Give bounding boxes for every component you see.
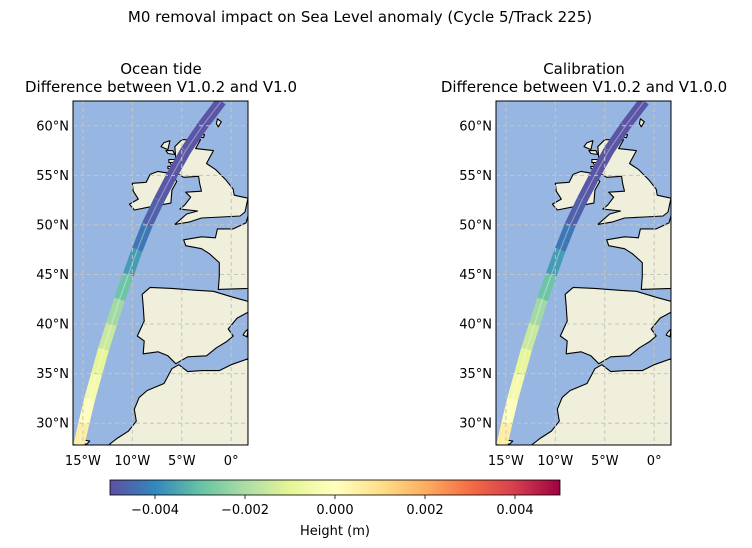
track-segment xyxy=(521,322,540,351)
lon-tick-label: 15°W xyxy=(488,454,524,469)
track-segment xyxy=(514,347,532,376)
track-segment xyxy=(198,101,226,130)
track-segment xyxy=(84,372,103,400)
track-segment xyxy=(577,172,600,203)
colorbar-tick-label: −0.004 xyxy=(131,503,179,518)
track-segment xyxy=(181,122,208,154)
colorbar-tick-label: 0.002 xyxy=(406,503,443,518)
land-mallorca xyxy=(242,328,248,338)
track-nadir-gap xyxy=(78,101,222,445)
lat-tick-label: 40°N xyxy=(36,318,69,333)
map-content xyxy=(484,101,671,445)
map-content xyxy=(61,101,248,445)
track-segment xyxy=(529,297,548,326)
land-shetland xyxy=(215,118,222,128)
track-segment xyxy=(154,172,177,203)
lat-tick-label: 30°N xyxy=(36,417,69,432)
lat-tick-label: 35°N xyxy=(459,367,492,382)
lat-tick-label: 35°N xyxy=(36,367,69,382)
track-segment xyxy=(78,397,96,425)
map-frame xyxy=(495,100,672,446)
track-segment xyxy=(565,197,587,228)
lat-tick-label: 40°N xyxy=(459,318,492,333)
track-segment xyxy=(501,397,519,425)
map-panel-calibration: Calibration Difference between V1.0.2 an… xyxy=(441,60,727,469)
lat-tick-label: 60°N xyxy=(36,119,69,134)
track-nadir-gap xyxy=(501,101,645,445)
panel-title-line2: Difference between V1.0.2 and V1.0.0 xyxy=(441,78,727,96)
land-madeira xyxy=(484,395,489,397)
track-segment xyxy=(507,372,526,400)
land-shetland xyxy=(638,118,645,128)
lat-tick-label: 45°N xyxy=(459,268,492,283)
colorbar: −0.004 −0.002 0.000 0.002 0.004 Height (m) xyxy=(109,479,561,539)
lat-tick-label: 45°N xyxy=(36,268,69,283)
lat-tick-label: 50°N xyxy=(459,218,492,233)
lon-tick-label: 5°W xyxy=(168,454,196,469)
track-segment xyxy=(537,272,557,302)
figure-title: M0 removal impact on Sea Level anomaly (… xyxy=(128,8,592,26)
track-segment xyxy=(114,272,134,302)
lat-tick-label: 55°N xyxy=(36,169,69,184)
colorbar-label: Height (m) xyxy=(300,524,370,539)
track-segment xyxy=(91,347,109,376)
track-segment xyxy=(604,122,631,154)
lon-tick-label: 5°W xyxy=(591,454,619,469)
colorbar-tick-label: −0.002 xyxy=(221,503,269,518)
track-segment xyxy=(621,101,649,130)
track-segment xyxy=(167,147,191,179)
land-lewis xyxy=(583,140,594,151)
track-segment xyxy=(555,222,576,252)
land-skye xyxy=(588,150,599,156)
panel-title-line1: Calibration xyxy=(543,60,625,78)
lon-tick-label: 0° xyxy=(224,454,239,469)
colorbar-gradient xyxy=(109,479,561,496)
lon-tick-label: 10°W xyxy=(114,454,150,469)
land-iberia xyxy=(136,286,248,365)
land-iberia xyxy=(559,286,671,365)
lat-tick-label: 30°N xyxy=(459,417,492,432)
panel-title-line2: Difference between V1.0.2 and V1.0 xyxy=(25,78,297,96)
track-segment xyxy=(142,197,164,228)
lon-tick-label: 0° xyxy=(647,454,662,469)
lat-tick-label: 50°N xyxy=(36,218,69,233)
lat-tick-label: 55°N xyxy=(459,169,492,184)
lon-tick-label: 15°W xyxy=(65,454,101,469)
lon-tick-label: 10°W xyxy=(537,454,573,469)
land-mallorca xyxy=(665,328,671,338)
track-segment xyxy=(590,147,614,179)
colorbar-tick-label: 0.004 xyxy=(496,503,533,518)
colorbar-tick-label: 0.000 xyxy=(316,503,353,518)
land-madeira xyxy=(61,395,66,397)
map-frame xyxy=(72,100,249,446)
map-panel-ocean-tide: Ocean tide Difference between V1.0.2 and… xyxy=(25,60,297,469)
track-segment xyxy=(132,222,153,252)
track-segment xyxy=(98,322,117,351)
land-lewis xyxy=(160,140,171,151)
land-skye xyxy=(165,150,176,156)
lat-tick-label: 60°N xyxy=(459,119,492,134)
panel-title-line1: Ocean tide xyxy=(120,60,202,78)
track-segment xyxy=(106,297,125,326)
